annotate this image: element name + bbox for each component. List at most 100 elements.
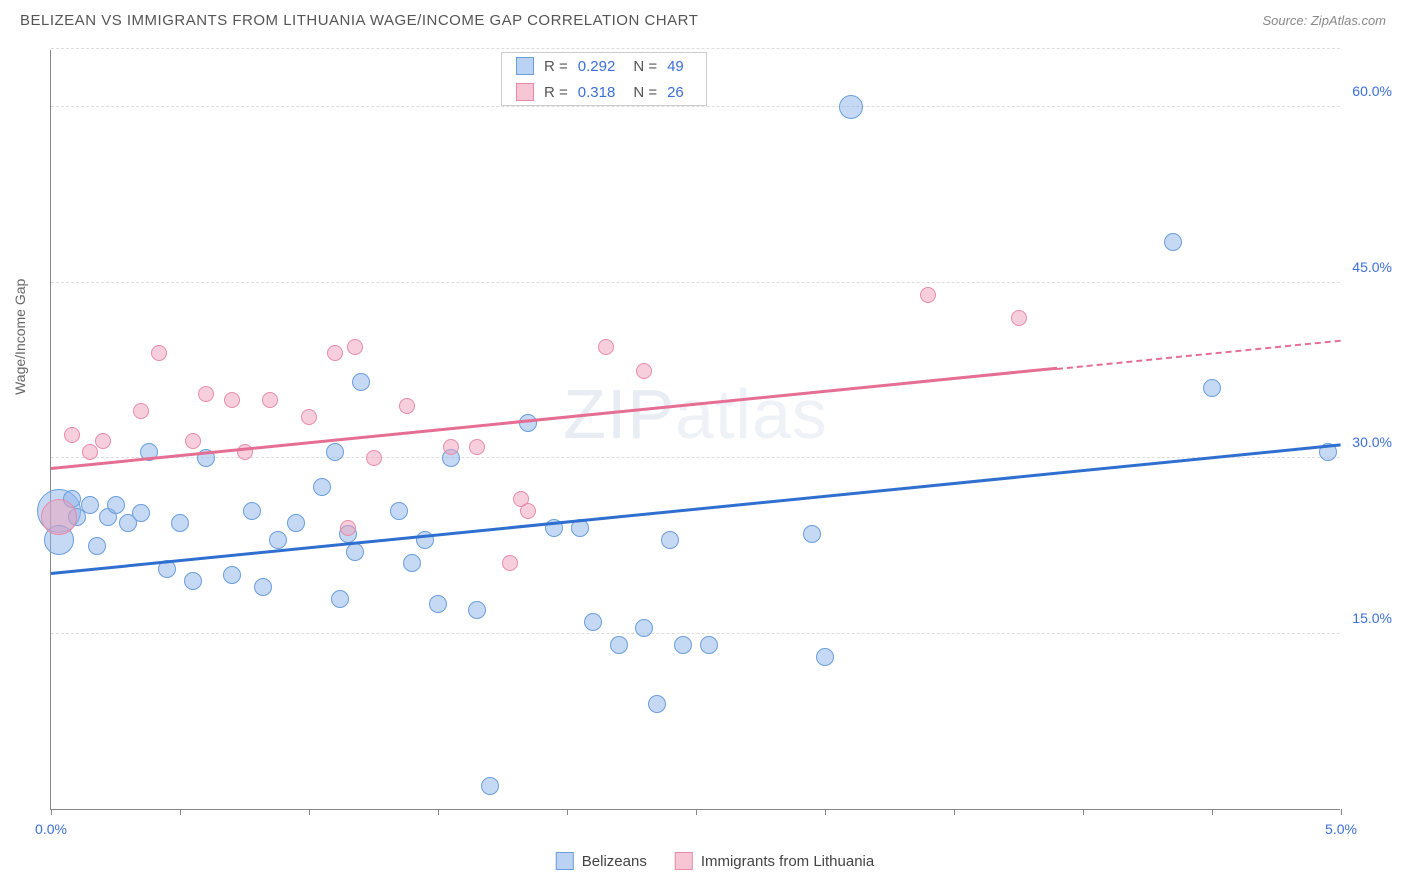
data-point: [469, 439, 485, 455]
data-point: [269, 531, 287, 549]
data-point: [301, 409, 317, 425]
data-point: [584, 613, 602, 631]
gridline: [51, 106, 1340, 107]
data-point: [481, 777, 499, 795]
data-point: [1203, 379, 1221, 397]
data-point: [403, 554, 421, 572]
stat-n-value: 26: [667, 84, 684, 101]
data-point: [64, 427, 80, 443]
data-point: [816, 648, 834, 666]
stats-row: R = 0.318 N = 26: [502, 79, 706, 105]
data-point: [171, 514, 189, 532]
x-tick: [1212, 809, 1213, 815]
stats-row: R =0.292N =49: [502, 53, 706, 79]
x-tick: [954, 809, 955, 815]
data-point: [636, 363, 652, 379]
data-point: [243, 502, 261, 520]
data-point: [95, 433, 111, 449]
data-point: [519, 414, 537, 432]
data-point: [41, 499, 77, 535]
data-point: [839, 95, 863, 119]
y-tick-label: 45.0%: [1352, 259, 1392, 275]
x-tick: [438, 809, 439, 815]
legend-item: Belizeans: [556, 852, 647, 870]
data-point: [610, 636, 628, 654]
y-tick-label: 30.0%: [1352, 434, 1392, 450]
data-point: [661, 531, 679, 549]
data-point: [331, 590, 349, 608]
data-point: [326, 443, 344, 461]
data-point: [502, 555, 518, 571]
stat-r-value: 0.318: [578, 84, 616, 101]
data-point: [429, 595, 447, 613]
stat-r-value: 0.292: [578, 58, 616, 75]
data-point: [366, 450, 382, 466]
legend-swatch: [516, 83, 534, 101]
data-point: [327, 345, 343, 361]
x-tick: [696, 809, 697, 815]
data-point: [346, 543, 364, 561]
data-point: [81, 496, 99, 514]
data-point: [1011, 310, 1027, 326]
data-point: [313, 478, 331, 496]
data-point: [254, 578, 272, 596]
stat-n-label: N =: [633, 84, 657, 101]
data-point: [287, 514, 305, 532]
data-point: [648, 695, 666, 713]
gridline: [51, 633, 1340, 634]
data-point: [224, 392, 240, 408]
data-point: [674, 636, 692, 654]
data-point: [184, 572, 202, 590]
data-point: [107, 496, 125, 514]
source-credit: Source: ZipAtlas.com: [1262, 13, 1386, 28]
x-tick: [180, 809, 181, 815]
x-tick: [51, 809, 52, 815]
trend-line: [51, 367, 1057, 470]
legend-item: Immigrants from Lithuania: [675, 852, 874, 870]
trend-line: [1057, 339, 1341, 369]
y-tick-label: 60.0%: [1352, 83, 1392, 99]
data-point: [468, 601, 486, 619]
legend-label: Belizeans: [582, 853, 647, 870]
data-point: [223, 566, 241, 584]
data-point: [262, 392, 278, 408]
data-point: [390, 502, 408, 520]
data-point: [88, 537, 106, 555]
x-tick-label: 5.0%: [1325, 821, 1357, 837]
data-point: [82, 444, 98, 460]
gridline: [51, 282, 1340, 283]
plot-area: ZIPatlas R =0.292N =49R =0.318N =26 15.0…: [50, 50, 1340, 810]
x-tick: [309, 809, 310, 815]
data-point: [700, 636, 718, 654]
data-point: [347, 339, 363, 355]
data-point: [352, 373, 370, 391]
data-point: [598, 339, 614, 355]
chart-container: Wage/Income Gap ZIPatlas R =0.292N =49R …: [50, 50, 1380, 840]
data-point: [803, 525, 821, 543]
data-point: [443, 439, 459, 455]
stat-r-label: R =: [544, 84, 568, 101]
data-point: [133, 403, 149, 419]
legend-swatch: [675, 852, 693, 870]
data-point: [340, 520, 356, 536]
x-tick: [825, 809, 826, 815]
chart-title: BELIZEAN VS IMMIGRANTS FROM LITHUANIA WA…: [20, 12, 698, 29]
x-tick: [1341, 809, 1342, 815]
data-point: [1164, 233, 1182, 251]
data-point: [198, 386, 214, 402]
data-point: [185, 433, 201, 449]
y-tick-label: 15.0%: [1352, 610, 1392, 626]
series-legend: Belizeans Immigrants from Lithuania: [556, 852, 874, 870]
stat-n-value: 49: [667, 58, 684, 75]
legend-swatch: [516, 57, 534, 75]
x-tick-label: 0.0%: [35, 821, 67, 837]
data-point: [920, 287, 936, 303]
legend-swatch: [556, 852, 574, 870]
gridline: [51, 48, 1340, 49]
data-point: [151, 345, 167, 361]
stats-legend-box: R = 0.292 N = 49 R = 0.318 N = 26: [501, 52, 707, 106]
stat-n-label: N =: [633, 58, 657, 75]
x-tick: [567, 809, 568, 815]
data-point: [399, 398, 415, 414]
y-axis-label: Wage/Income Gap: [12, 279, 28, 395]
